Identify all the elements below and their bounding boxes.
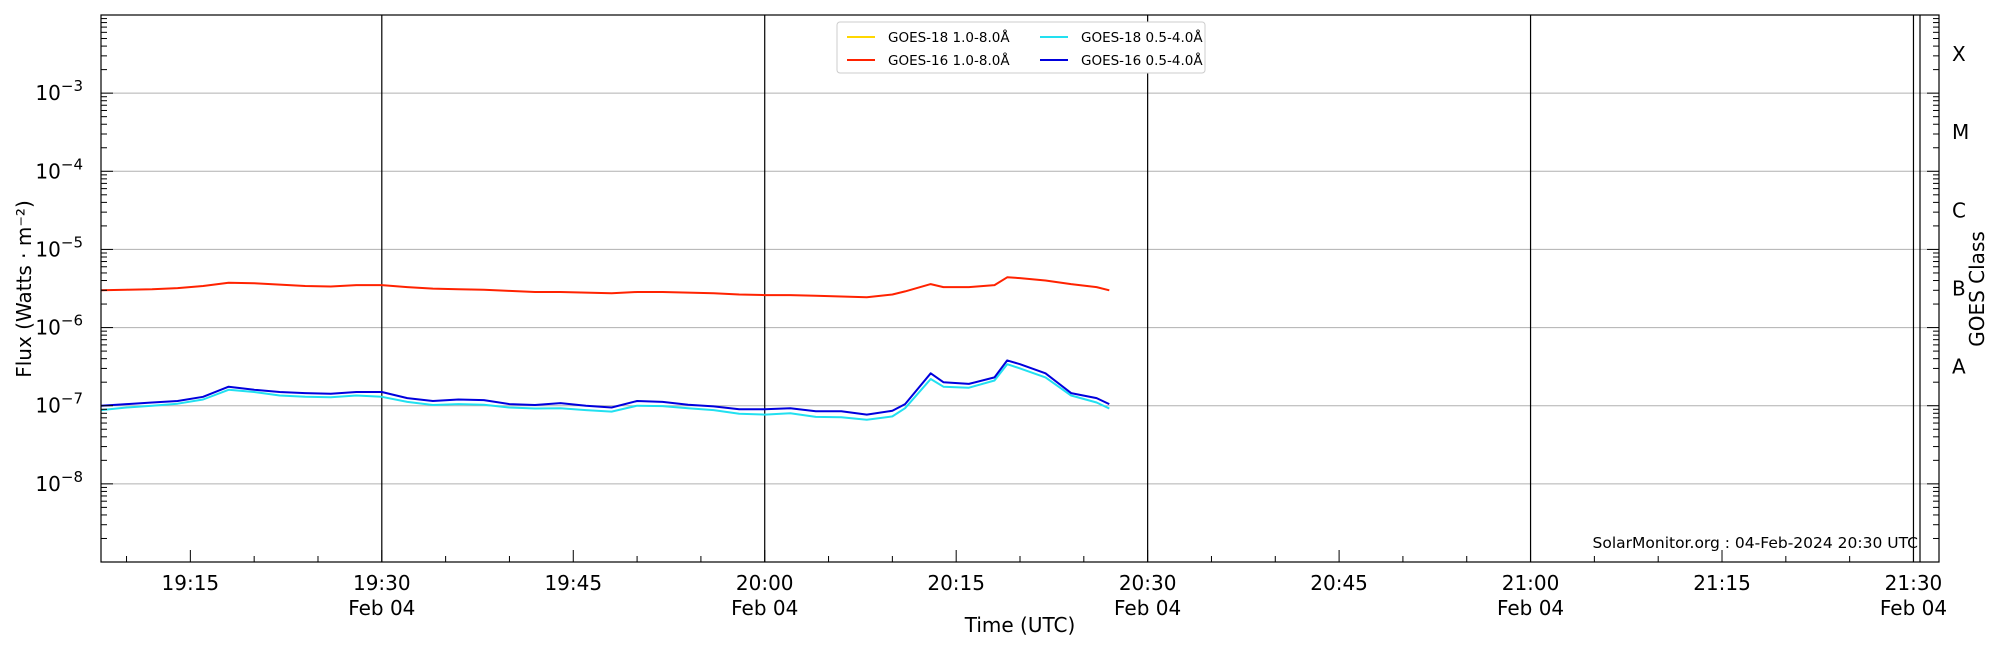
x-tick-label: 19:30 bbox=[353, 571, 411, 595]
goes-class-label: M bbox=[1952, 120, 1969, 144]
right-axis-title: GOES Class bbox=[1965, 231, 1989, 347]
credit-text: SolarMonitor.org : 04-Feb-2024 20:30 UTC bbox=[1593, 534, 1918, 552]
legend-label: GOES-18 0.5-4.0Å bbox=[1081, 29, 1203, 46]
goes-class-label: X bbox=[1952, 42, 1966, 66]
x-tick-label: 20:00 bbox=[736, 571, 794, 595]
x-tick-date-label: Feb 04 bbox=[1880, 596, 1947, 620]
legend: GOES-18 1.0-8.0Å GOES-16 1.0-8.0Å GOES-18 … bbox=[836, 21, 1206, 74]
goes-class-label: B bbox=[1952, 277, 1966, 301]
goes-class-label: A bbox=[1952, 355, 1966, 379]
x-tick-label: 21:30 bbox=[1885, 571, 1943, 595]
plot-frame bbox=[100, 14, 1940, 563]
x-axis-title: Time (UTC) bbox=[964, 613, 1076, 637]
x-tick-label: 19:45 bbox=[544, 571, 602, 595]
x-tick-label: 20:15 bbox=[927, 571, 985, 595]
y-axis-title: Flux (Watts · m⁻²) bbox=[12, 200, 36, 378]
x-tick-label: 20:45 bbox=[1310, 571, 1368, 595]
x-tick-date-label: Feb 04 bbox=[1497, 596, 1564, 620]
series-layer bbox=[100, 276, 1110, 421]
legend-label: GOES-18 1.0-8.0Å bbox=[888, 29, 1010, 46]
series-line bbox=[100, 276, 1110, 299]
x-tick-label: 21:00 bbox=[1502, 571, 1560, 595]
grid-layer bbox=[101, 15, 1939, 562]
x-tick-date-label: Feb 04 bbox=[731, 596, 798, 620]
x-tick-label: 20:30 bbox=[1119, 571, 1177, 595]
x-tick-date-label: Feb 04 bbox=[1114, 596, 1181, 620]
series-line bbox=[100, 359, 1110, 416]
y-tick-label: 10−3 bbox=[35, 77, 83, 105]
legend-box bbox=[836, 21, 1206, 74]
y-tick-label: 10−7 bbox=[35, 390, 83, 418]
y-tick-label: 10−4 bbox=[35, 155, 83, 183]
y-tick-label: 10−5 bbox=[35, 233, 83, 261]
y-tick-label: 10−8 bbox=[35, 468, 83, 496]
x-tick-date-label: Feb 04 bbox=[348, 596, 415, 620]
x-tick-label: 21:15 bbox=[1693, 571, 1751, 595]
x-tick-label: 19:15 bbox=[162, 571, 220, 595]
y-tick-label: 10−6 bbox=[35, 312, 83, 340]
legend-label: GOES-16 0.5-4.0Å bbox=[1081, 52, 1203, 69]
series-line bbox=[100, 363, 1110, 421]
goes-class-label: C bbox=[1952, 198, 1966, 222]
legend-label: GOES-16 1.0-8.0Å bbox=[888, 52, 1010, 69]
